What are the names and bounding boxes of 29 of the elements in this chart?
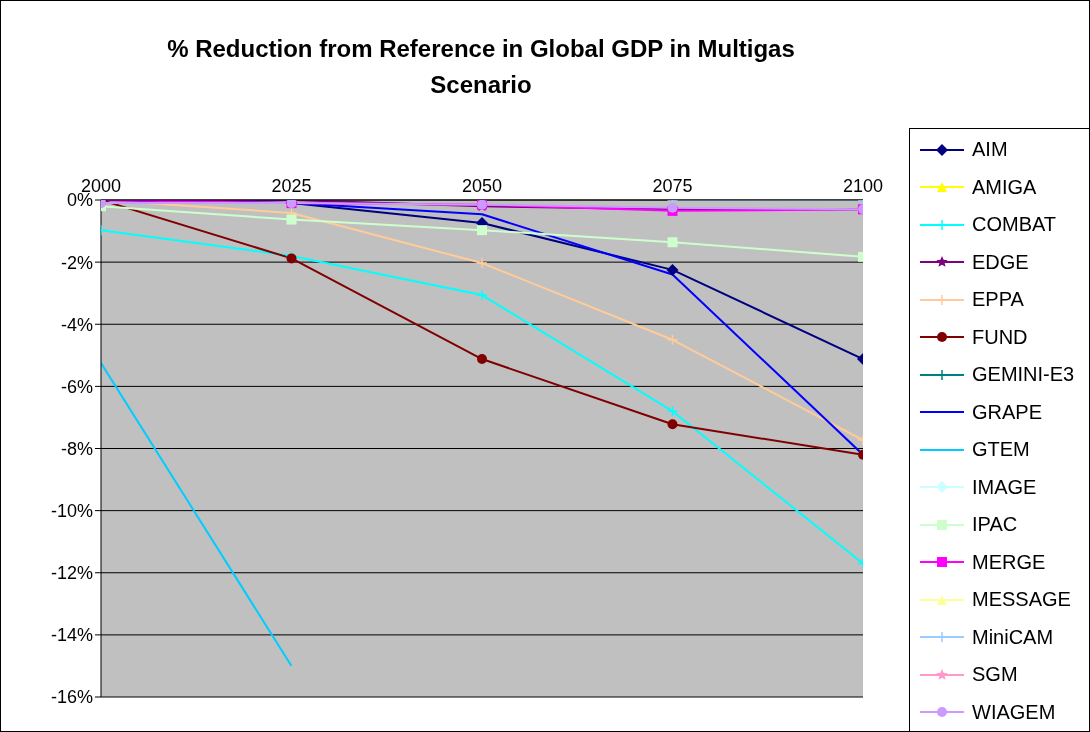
y-tick-label: -8%: [60, 438, 93, 459]
x-tick-label: 2050: [461, 176, 503, 196]
legend-label: IMAGE: [972, 475, 1037, 499]
x-tick-label: 2025: [271, 176, 312, 196]
y-tick-label: -4%: [60, 314, 93, 335]
legend-label: AMIGA: [972, 175, 1037, 199]
y-tick-label: -16%: [50, 687, 93, 708]
y-tick-label: -10%: [50, 501, 93, 522]
legend-label: COMBAT: [972, 213, 1057, 237]
legend-label: IPAC: [972, 513, 1018, 537]
legend-label: WIAGEM: [972, 700, 1056, 724]
chart-title: % Reduction from Reference in Global GDP in Multigas Scenario: [166, 34, 796, 100]
legend-label: EPPA: [972, 288, 1024, 312]
y-tick-label: -2%: [60, 252, 93, 273]
legend-label: MESSAGE: [972, 588, 1071, 612]
legend-label: MERGE: [972, 550, 1046, 574]
legend-label: EDGE: [972, 250, 1029, 274]
y-tick-label: -14%: [50, 625, 93, 646]
x-tick-label: 2075: [652, 176, 693, 196]
x-tick-label: 2100: [842, 176, 884, 196]
legend-label: GEMINI-E3: [972, 363, 1075, 387]
y-tick-label: -6%: [60, 376, 93, 397]
legend-label: AIM: [972, 138, 1008, 162]
legend-label: SGM: [972, 663, 1018, 687]
legend-label: MiniCAM: [972, 625, 1054, 649]
legend-label: GRAPE: [972, 400, 1043, 424]
legend-label: GTEM: [972, 438, 1030, 462]
legend-label: FUND: [972, 325, 1028, 349]
y-tick-label: -12%: [50, 563, 93, 584]
